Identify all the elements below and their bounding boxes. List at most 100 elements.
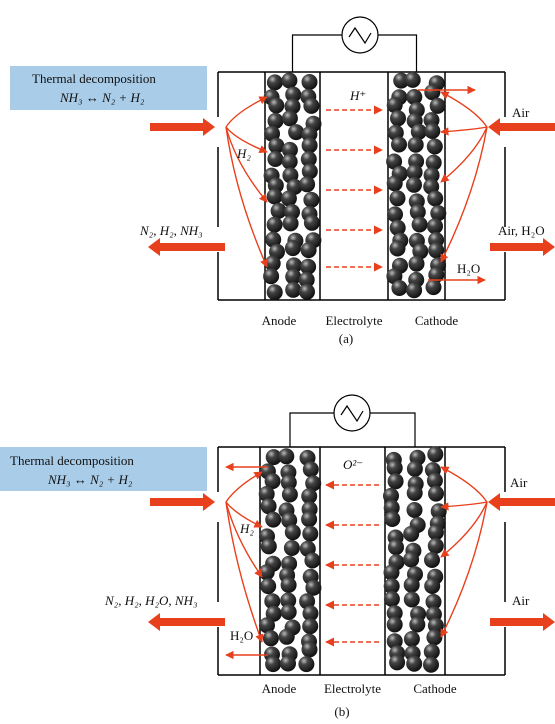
particle [285, 282, 301, 298]
particle [424, 552, 440, 568]
particle [423, 657, 439, 673]
particle [302, 74, 318, 90]
panel: Thermal decomposition NH₃ ↔ N₂ + H₂ H⁺ H₂ Ai… [10, 17, 555, 346]
flow-arrow [150, 118, 215, 136]
particle [259, 564, 275, 580]
particle [424, 578, 440, 594]
particle [388, 539, 404, 555]
particle [278, 448, 294, 464]
flow-line [226, 472, 262, 502]
particle [409, 617, 425, 633]
particle [405, 72, 421, 88]
reaction: NH₃ ↔ N₂ + H₂ [59, 90, 145, 105]
particle [412, 217, 428, 233]
water-label: H₂O [457, 261, 480, 276]
particle [280, 656, 296, 672]
particle [282, 110, 298, 126]
particle [409, 256, 425, 272]
particle [304, 553, 320, 569]
particle [299, 284, 315, 300]
ion-label: O²⁻ [343, 457, 363, 472]
particle [427, 218, 443, 234]
particle [390, 110, 406, 126]
fuel-label: H₂ [236, 146, 251, 161]
air-in-label: Air [510, 475, 528, 490]
particle [281, 73, 297, 89]
particle [263, 268, 279, 284]
particle [427, 446, 443, 462]
particle [384, 511, 400, 527]
particle [426, 279, 442, 295]
flow-line [441, 467, 487, 502]
particle [301, 511, 317, 527]
particle [390, 190, 406, 206]
decomposition-title: Thermal decomposition [10, 453, 134, 468]
particle [265, 512, 281, 528]
flow-line [441, 127, 487, 182]
flow-arrow [148, 238, 225, 256]
particle [260, 578, 276, 594]
particle [298, 656, 314, 672]
water-label: H₂O [230, 628, 253, 643]
layer-label: Anode [262, 313, 297, 328]
panel-label: (b) [334, 704, 349, 719]
air-out-label: Air [512, 593, 530, 608]
particle [424, 84, 440, 100]
particle [427, 191, 443, 207]
particle [284, 540, 300, 556]
exhaust-label: N₂, H₂, NH₃ [139, 223, 203, 238]
flow-arrow [150, 493, 215, 511]
flow-arrow [488, 493, 555, 511]
particle [384, 565, 400, 581]
flow-line [226, 502, 262, 577]
ion-label: H⁺ [349, 88, 366, 103]
particle [391, 280, 407, 296]
particle [279, 629, 295, 645]
particle [303, 461, 319, 477]
particle [384, 591, 400, 607]
particle [389, 654, 405, 670]
reaction: NH₃ ↔ N₂ + H₂ [47, 472, 133, 487]
particle [281, 604, 297, 620]
particle [387, 175, 403, 191]
particle [407, 461, 423, 477]
particle [387, 206, 403, 222]
particle [427, 139, 443, 155]
particle [403, 552, 419, 568]
particle [391, 137, 407, 153]
particle [263, 630, 279, 646]
particle [304, 215, 320, 231]
particle [267, 189, 283, 205]
particle [390, 241, 406, 257]
air-in-label: Air [512, 105, 530, 120]
layer-label: Electrolyte [325, 313, 382, 328]
flow-arrow [490, 238, 555, 256]
particle [301, 242, 317, 258]
flow-arrow [148, 613, 225, 631]
flow-line [441, 92, 487, 127]
particle [406, 282, 422, 298]
particle [406, 656, 422, 672]
particle [404, 592, 420, 608]
particle [281, 577, 297, 593]
flow-arrow [488, 118, 555, 136]
particle [282, 154, 298, 170]
decomposition-title: Thermal decomposition [32, 71, 156, 86]
particle [299, 176, 315, 192]
particle [288, 124, 304, 140]
particle [430, 98, 446, 114]
flow-line [441, 127, 487, 132]
particle [428, 242, 444, 258]
particle [267, 151, 283, 167]
particle [407, 485, 423, 501]
particle [285, 240, 301, 256]
particle [406, 177, 422, 193]
particle [403, 526, 419, 542]
particle [303, 98, 319, 114]
flow-line [441, 502, 487, 637]
figure: Thermal decomposition NH₃ ↔ N₂ + H₂ H⁺ H₂ Ai… [0, 0, 555, 724]
particle [285, 524, 301, 540]
particle [408, 137, 424, 153]
particle [302, 642, 318, 658]
flow-arrow [490, 613, 555, 631]
